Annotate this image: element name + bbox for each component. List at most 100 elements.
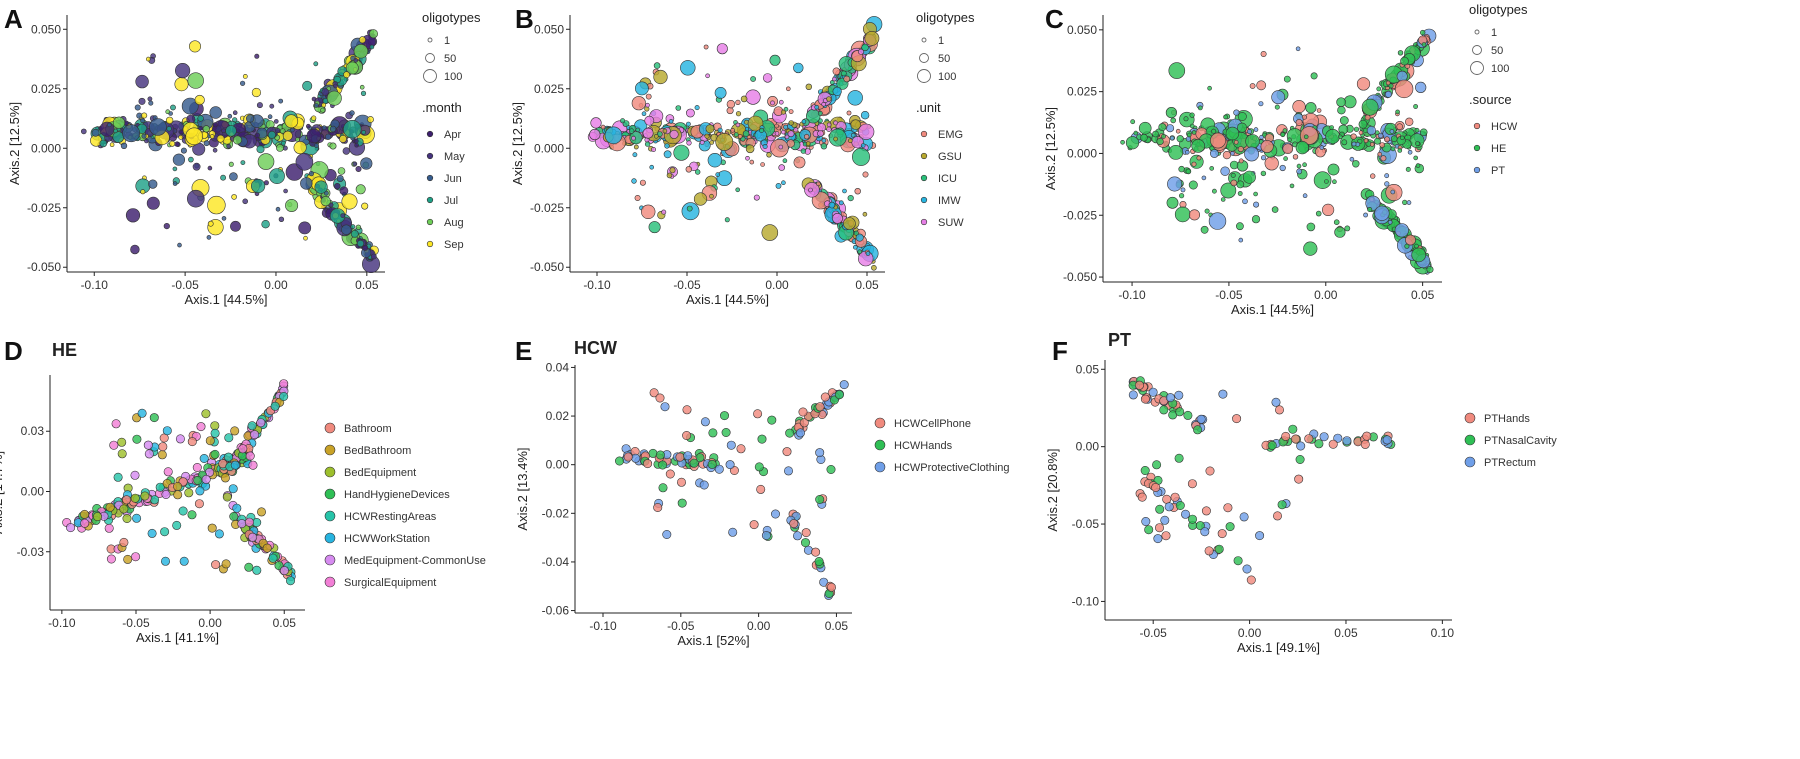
color-legend-label: EMG [938,129,963,141]
data-point [1319,432,1329,442]
data-point [1148,387,1158,397]
data-point [1233,109,1240,116]
data-point [1316,108,1322,113]
data-point [1295,141,1309,155]
panel-title: HCW [574,338,617,358]
data-point [262,543,272,553]
data-point [700,417,710,427]
data-point [762,144,768,150]
data-point [314,103,319,108]
data-point [242,198,248,205]
data-point [1338,134,1343,140]
size-legend-marker [1472,45,1482,55]
data-point [1271,206,1279,213]
data-point [1238,237,1244,243]
data-point [686,121,691,127]
data-point [275,127,281,134]
data-point [349,110,355,116]
panel-label: D [4,336,23,366]
data-point [353,43,369,59]
data-point [227,113,233,119]
data-point [202,125,210,133]
data-point [1385,80,1391,86]
data-point [1367,207,1373,213]
data-point [1225,522,1235,532]
data-point [352,161,358,167]
data-point [852,245,858,250]
data-point [1413,104,1418,109]
data-point [368,29,378,39]
data-point [1299,126,1319,145]
data-point [714,87,727,99]
data-point [358,36,366,44]
data-point [1255,531,1265,541]
data-point [1220,182,1237,199]
data-point [1310,72,1318,80]
data-point [1191,139,1205,153]
data-point [345,61,359,75]
data-point [285,199,299,213]
size-legend-marker [423,69,437,83]
data-point [132,513,142,523]
data-point [146,56,151,62]
data-point [784,134,790,140]
x-tick-label: -0.10 [1118,288,1146,302]
data-point [141,112,148,119]
data-point [1302,193,1308,198]
data-point [329,125,337,133]
data-point [132,434,142,444]
data-point [161,489,171,499]
data-point [1137,492,1147,502]
data-point [761,224,779,241]
x-tick-label: -0.05 [1140,626,1168,640]
data-point [628,128,635,134]
data-point [788,120,794,126]
data-point [174,77,189,92]
data-point [1369,173,1376,179]
data-point [838,200,844,206]
x-tick-label: 0.05 [1411,288,1435,302]
color-legend-marker [426,240,434,248]
color-legend-label: IMW [938,195,961,207]
data-point [1379,142,1385,148]
data-point [172,153,185,166]
data-point [1353,126,1360,132]
data-point [367,116,374,123]
data-point [669,167,676,174]
data-point [1201,175,1207,181]
data-point [93,512,103,522]
data-point [1165,106,1177,119]
data-point [1315,210,1322,217]
data-point [833,120,838,126]
data-point [295,153,314,171]
data-point [629,131,643,145]
data-point [756,484,766,494]
data-point [1356,77,1371,91]
data-point [850,132,856,138]
data-point [1390,189,1396,195]
data-point [1144,525,1154,535]
data-point [762,73,773,83]
data-point [832,212,843,224]
data-point [745,89,761,105]
data-point [370,253,377,260]
data-point [1166,196,1179,209]
data-point [1256,80,1267,91]
data-point [717,127,723,133]
data-point [1388,83,1394,89]
data-point [715,132,734,151]
data-point [1166,124,1175,133]
data-point [106,554,116,564]
data-point [1350,133,1357,140]
data-point [753,194,760,201]
data-point [843,75,851,83]
data-point [1125,136,1140,150]
data-point [336,175,344,183]
data-point [140,491,150,501]
color-legend-marker [920,130,928,138]
data-point [634,195,641,202]
data-point [1218,389,1228,399]
data-point [1258,101,1264,107]
y-tick-label: 0.00 [1076,440,1100,454]
color-legend-label: HandHygieneDevices [344,489,450,501]
